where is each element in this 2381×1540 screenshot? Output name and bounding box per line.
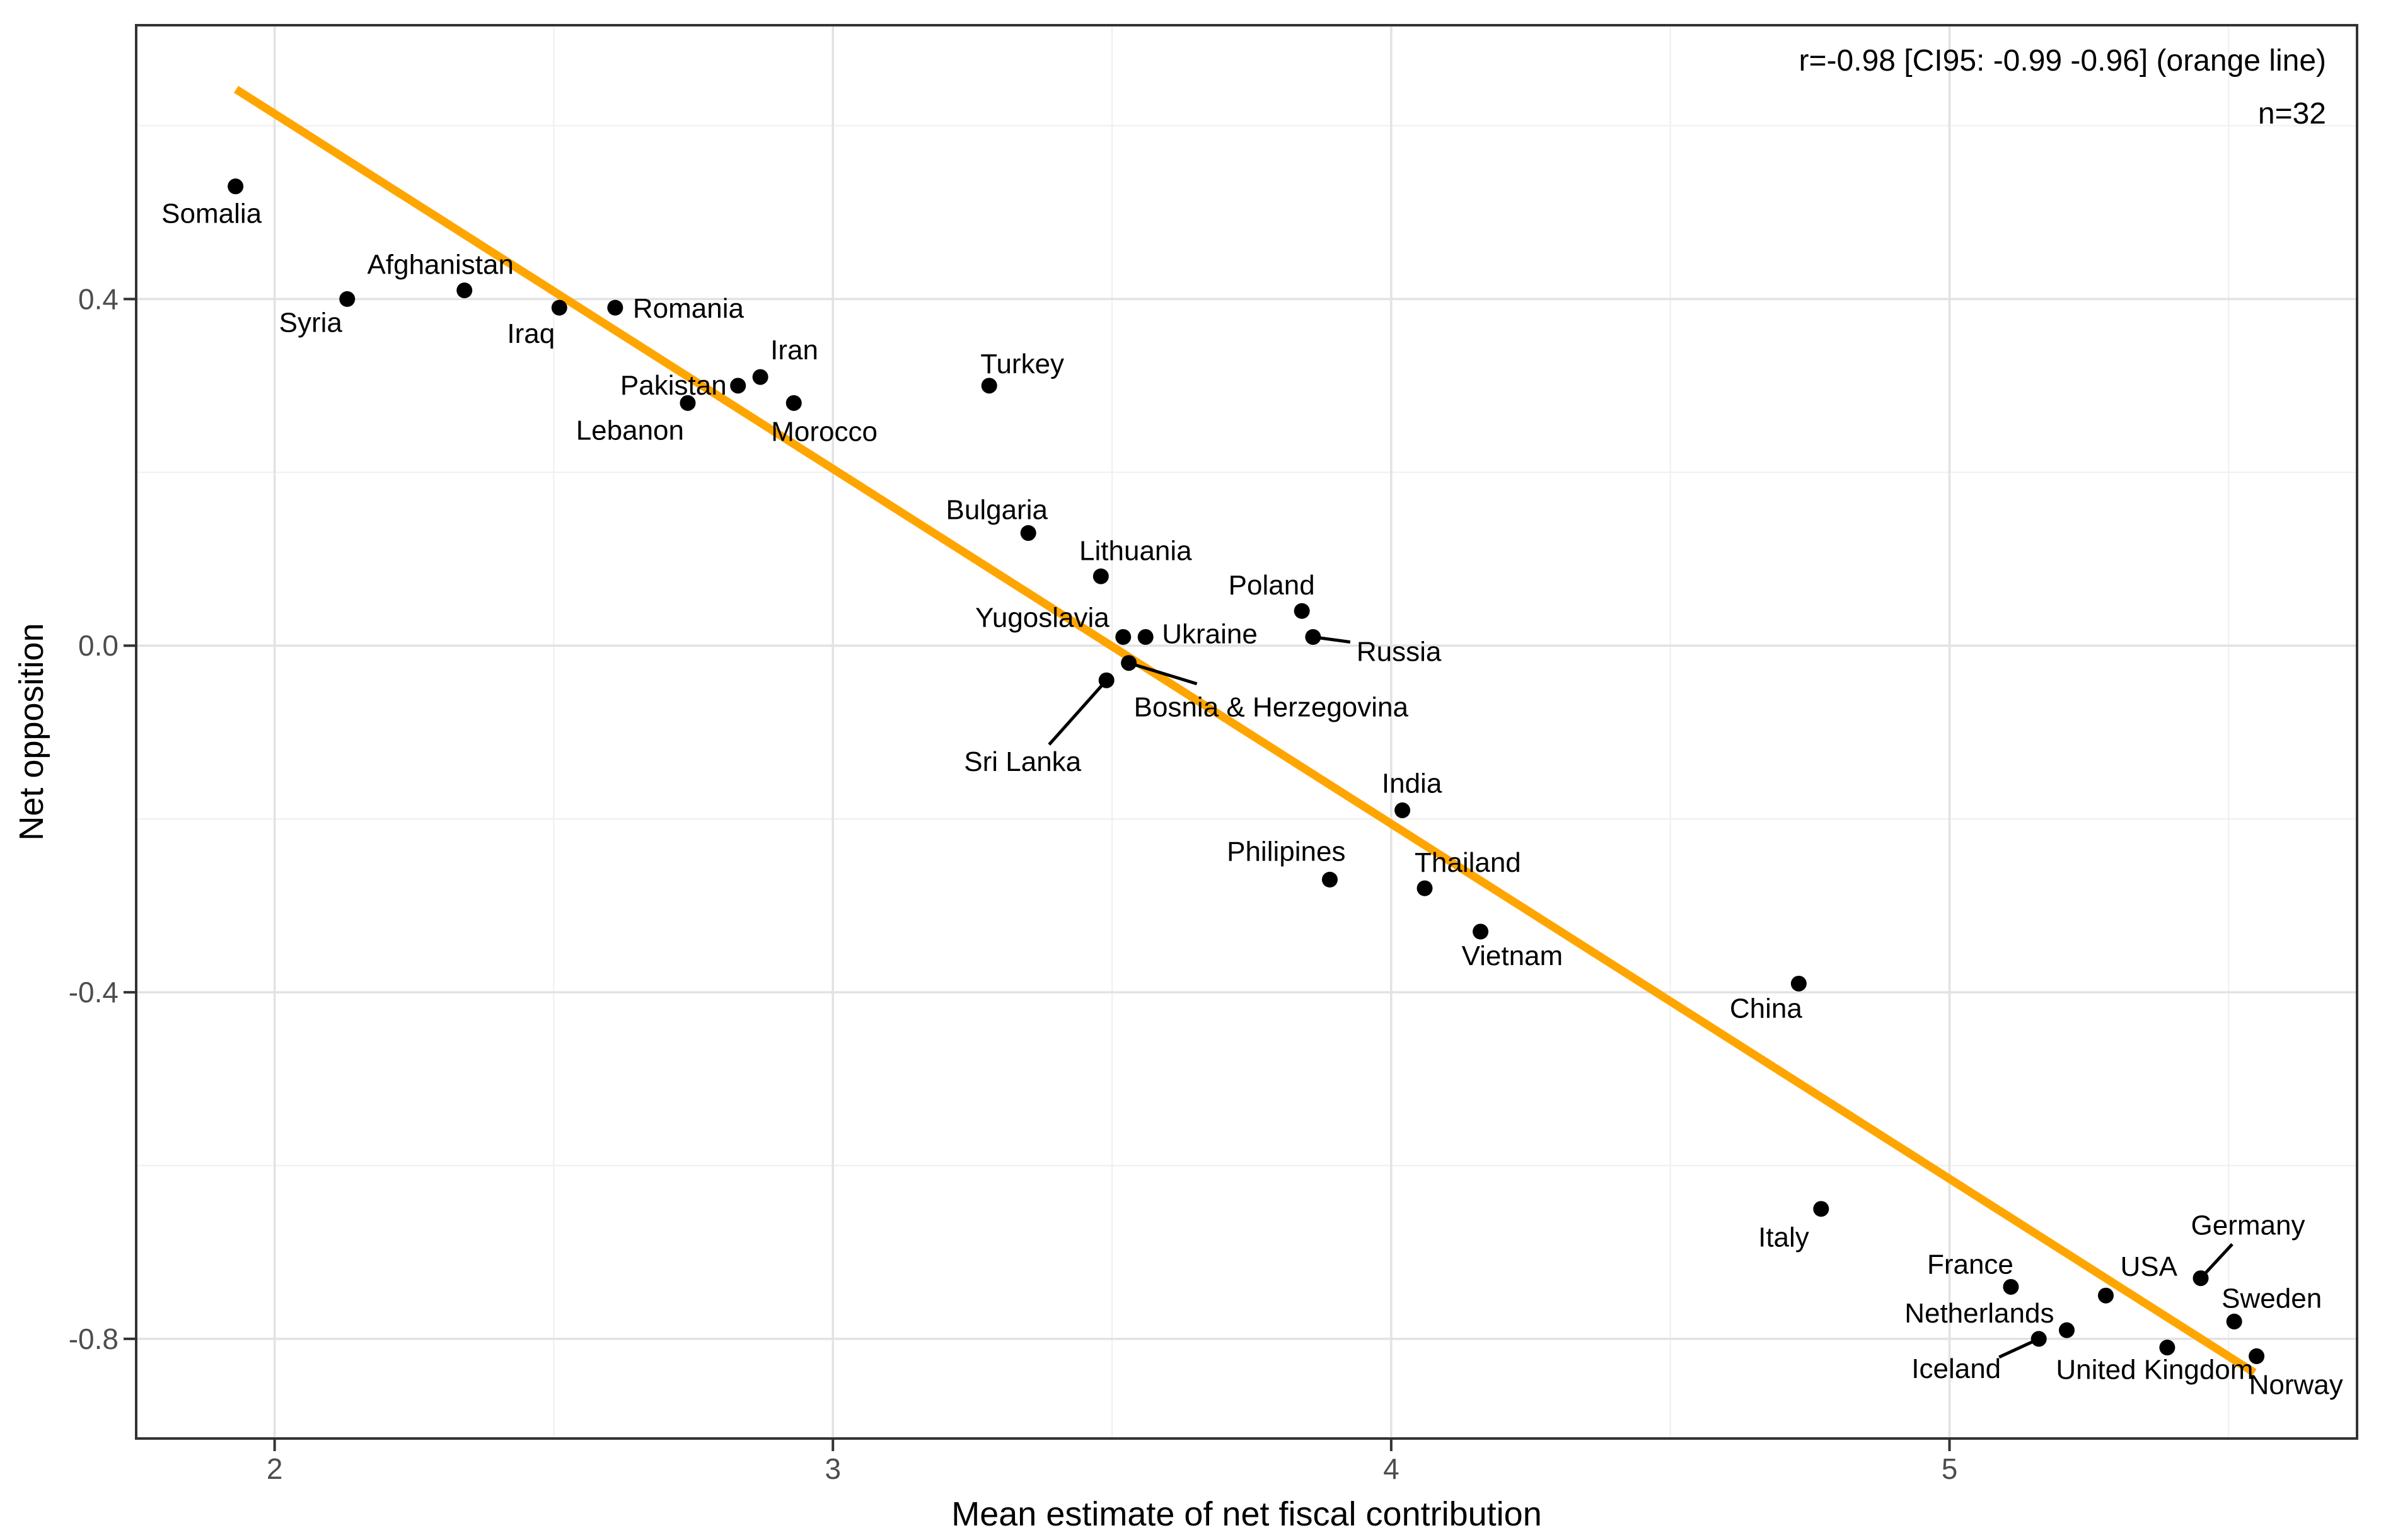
- point-label: Norway: [2249, 1369, 2343, 1400]
- x-tick-label: 5: [1942, 1452, 1958, 1485]
- data-point: [2159, 1340, 2175, 1356]
- data-point: [752, 369, 768, 385]
- data-point: [1137, 628, 1154, 645]
- data-point: [981, 378, 997, 394]
- data-point: [607, 299, 623, 316]
- point-label: India: [1382, 768, 1442, 799]
- point-label: Pakistan: [620, 370, 727, 401]
- point-label: Netherlands: [1904, 1298, 2054, 1329]
- data-point: [551, 299, 567, 316]
- x-tick-label: 3: [825, 1452, 841, 1485]
- data-point: [228, 178, 244, 195]
- data-point: [1305, 628, 1321, 645]
- data-point: [680, 395, 696, 411]
- data-point: [1416, 880, 1433, 896]
- point-label: Bosnia & Herzegovina: [1134, 692, 1409, 723]
- gridlines-major: [136, 25, 2357, 1439]
- data-point: [1115, 628, 1132, 645]
- point-label: Syria: [279, 307, 343, 338]
- leader-line: [1128, 661, 1198, 686]
- data-point: [1473, 923, 1489, 940]
- point-label: Poland: [1229, 570, 1315, 601]
- data-point: [2193, 1270, 2209, 1287]
- point-label: Italy: [1758, 1222, 1809, 1253]
- point-label: Iceland: [1911, 1353, 2001, 1384]
- x-axis-title: Mean estimate of net fiscal contribution: [951, 1495, 1541, 1533]
- point-label: Philipines: [1227, 836, 1345, 867]
- data-point: [1394, 802, 1411, 818]
- data-point: [2097, 1287, 2114, 1304]
- data-point: [456, 282, 473, 299]
- point-label: Sweden: [2222, 1283, 2322, 1314]
- regression-line: [234, 86, 2257, 1377]
- y-tick-label: 0.0: [78, 629, 119, 662]
- data-point: [2003, 1278, 2019, 1295]
- data-point: [785, 395, 802, 411]
- point-label: Sri Lanka: [964, 746, 1081, 777]
- point-label: Iraq: [507, 318, 555, 349]
- point-label: Lithuania: [1079, 535, 1192, 566]
- point-label: Afghanistan: [368, 250, 514, 281]
- point-label: Russia: [1357, 636, 1442, 667]
- point-label: USA: [2120, 1251, 2177, 1282]
- data-point: [730, 378, 746, 394]
- y-tick-label: -0.8: [69, 1323, 119, 1355]
- point-label: Lebanon: [576, 415, 684, 446]
- gridlines-minor: [136, 25, 2357, 1439]
- panel-border: [135, 24, 2358, 1440]
- x-tick-label: 4: [1383, 1452, 1399, 1485]
- leader-line: [1048, 679, 1108, 746]
- point-label: Ukraine: [1162, 618, 1258, 649]
- data-point-labels: Somalia Syria Afghanistan Iraq Romania Lebano…: [161, 199, 2343, 1401]
- data-point: [1321, 871, 1338, 888]
- point-label: Bulgaria: [946, 495, 1048, 526]
- data-point: [1092, 568, 1109, 584]
- data-point: [339, 291, 356, 307]
- point-label: France: [1927, 1249, 2013, 1280]
- data-point: [1294, 603, 1310, 619]
- point-label: Turkey: [980, 349, 1064, 379]
- y-tick-label: 0.4: [78, 282, 119, 315]
- annotation-sample-size: n=32: [2258, 97, 2326, 130]
- data-point: [2249, 1348, 2265, 1364]
- axis-ticks: [124, 298, 1951, 1451]
- data-point: [1790, 975, 1807, 992]
- point-label: Morocco: [771, 416, 878, 447]
- x-tick-label: 2: [267, 1452, 283, 1485]
- point-label: Somalia: [161, 199, 262, 229]
- point-label: Germany: [2191, 1210, 2305, 1241]
- y-axis-title: Net opposition: [13, 623, 50, 840]
- point-label: China: [1730, 993, 1802, 1024]
- data-points: [228, 178, 2265, 1364]
- point-label: United Kingdom: [2056, 1355, 2253, 1386]
- data-point: [2226, 1313, 2242, 1329]
- annotation-correlation: r=-0.98 [CI95: -0.99 -0.96] (orange line…: [1799, 44, 2326, 78]
- point-label: Iran: [770, 335, 818, 366]
- y-tick-label: -0.4: [69, 976, 119, 1009]
- axis-tick-labels: 2 3 4 5 0.4 0.0 -0.4 -0.8: [69, 282, 1958, 1485]
- data-point: [1020, 525, 1036, 541]
- data-point: [1813, 1201, 1829, 1217]
- point-label: Yugoslavia: [975, 602, 1109, 633]
- data-point: [2031, 1331, 2047, 1347]
- point-label: Romania: [633, 293, 744, 324]
- data-point: [2058, 1322, 2075, 1338]
- point-label: Vietnam: [1462, 941, 1563, 971]
- data-point: [1121, 655, 1137, 671]
- point-label: Thailand: [1415, 847, 1521, 878]
- data-point: [1098, 672, 1115, 688]
